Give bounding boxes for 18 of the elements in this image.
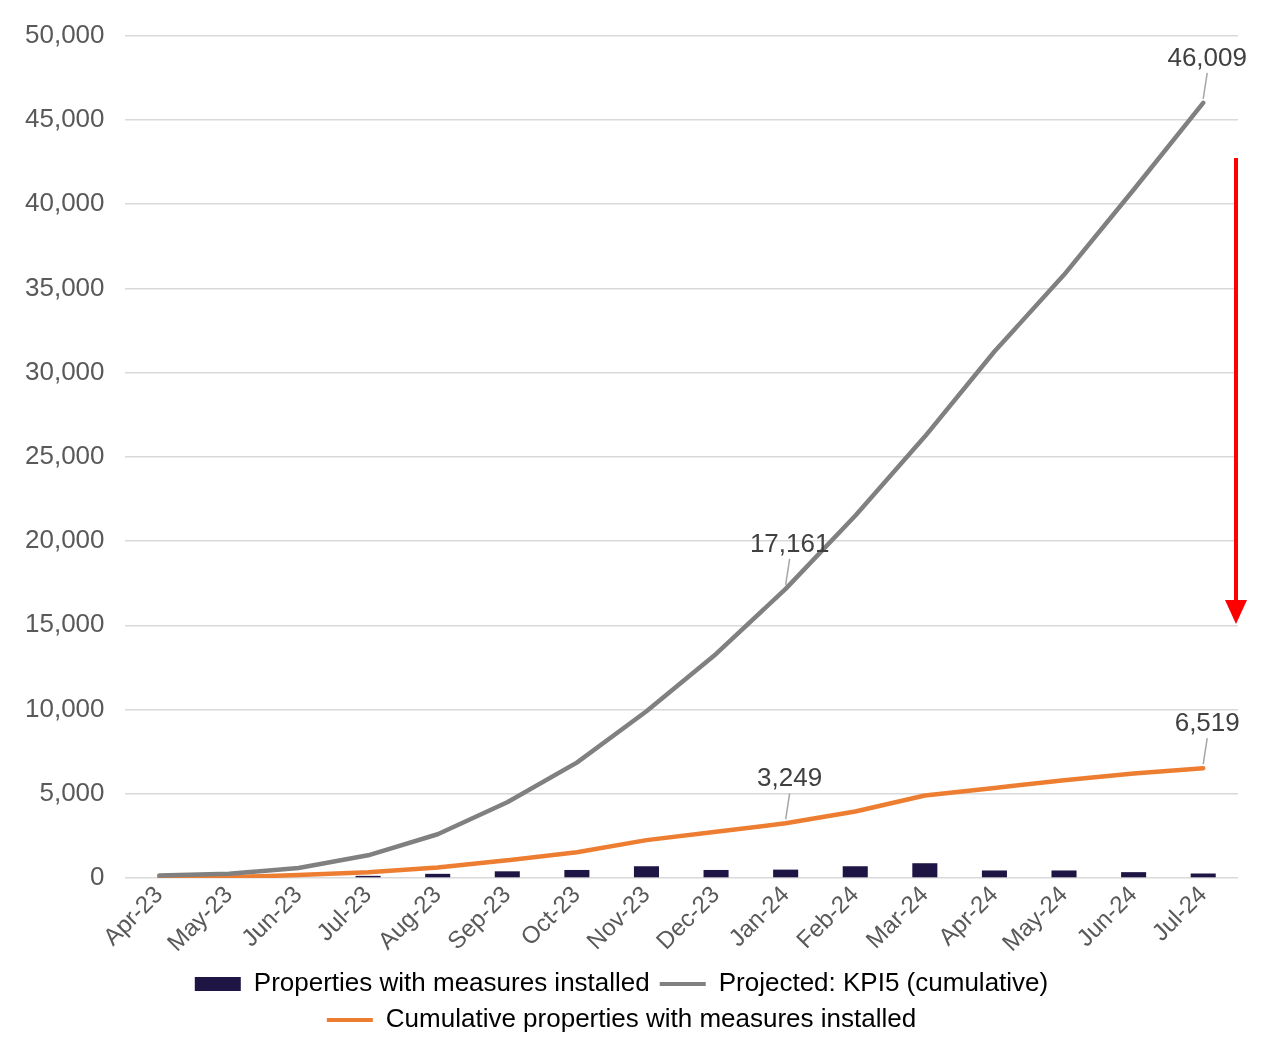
legend-label: Cumulative properties with measures installed — [385, 1003, 917, 1034]
data-label: 3,249 — [757, 762, 823, 793]
legend-label: Projected: KPI5 (cumulative) — [718, 967, 1049, 998]
y-tick-label: 10,000 — [24, 692, 105, 723]
y-tick-label: 40,000 — [24, 187, 105, 218]
y-tick-label: 15,000 — [24, 608, 105, 639]
y-tick-label: 50,000 — [24, 18, 105, 49]
legend-label: Properties with measures installed — [253, 967, 650, 998]
y-tick-label: 25,000 — [24, 440, 105, 470]
y-tick-label: 0 — [90, 861, 105, 892]
y-tick-label: 35,000 — [24, 271, 105, 302]
data-label: 17,161 — [749, 528, 830, 559]
y-tick-label: 30,000 — [24, 355, 105, 386]
y-tick-label: 20,000 — [24, 524, 105, 555]
y-tick-label: 5,000 — [39, 776, 105, 807]
data-label: 6,519 — [1174, 707, 1240, 738]
y-tick-label: 45,000 — [24, 103, 105, 134]
data-label: 46,009 — [1167, 42, 1247, 73]
